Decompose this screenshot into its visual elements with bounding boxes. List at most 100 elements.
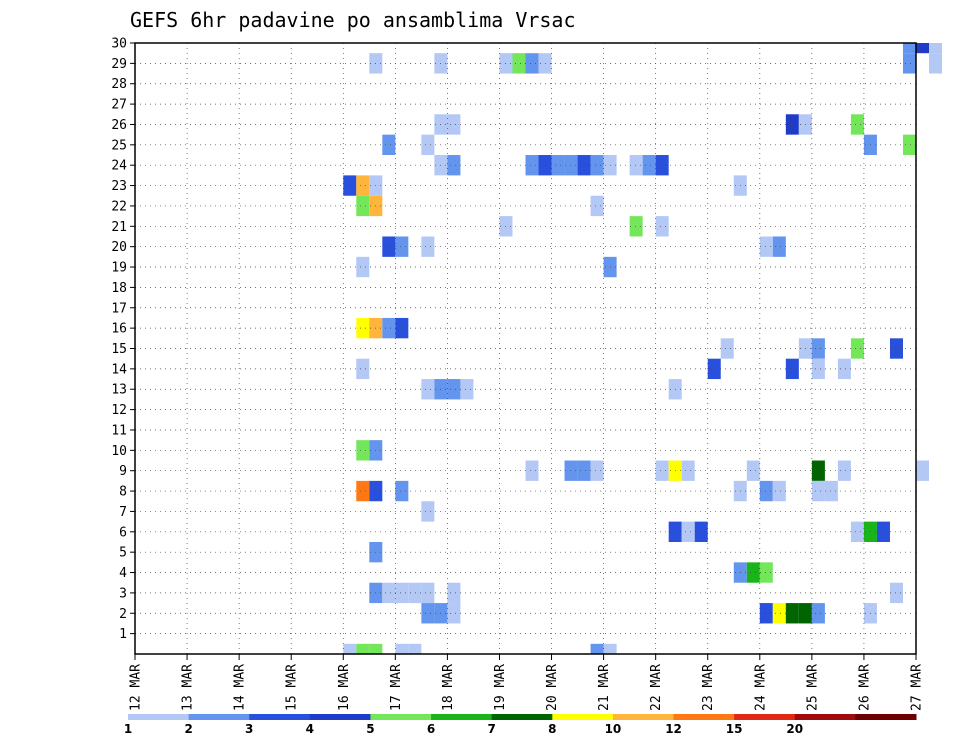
heatmap-cell <box>759 562 773 583</box>
legend-swatch <box>128 714 190 720</box>
y-tick-label: 24 <box>111 159 127 174</box>
heatmap-cell <box>460 379 474 400</box>
y-tick-label: 23 <box>111 179 127 194</box>
heatmap-cell <box>577 155 591 176</box>
y-tick-label: 13 <box>111 383 127 398</box>
heatmap-cell <box>772 603 786 624</box>
heatmap-cell <box>395 480 409 502</box>
legend-label: 2 <box>184 722 192 736</box>
heatmap-cell <box>447 114 461 135</box>
x-tick-label: 17 MAR <box>389 664 404 711</box>
y-tick-label: 11 <box>111 423 127 438</box>
x-tick-label: 13 MAR <box>181 664 196 711</box>
heatmap-cell <box>811 480 825 502</box>
heatmap-cell <box>694 521 708 542</box>
y-tick-label: 18 <box>111 281 127 296</box>
heatmap-cell <box>772 480 786 502</box>
heatmap-cells <box>343 43 943 654</box>
heatmap-cell <box>421 603 435 624</box>
heatmap-cell <box>720 338 734 359</box>
x-tick-label: 25 MAR <box>805 664 820 711</box>
heatmap-cell <box>916 460 930 481</box>
y-tick-label: 26 <box>111 118 127 133</box>
legend-swatch <box>188 714 250 720</box>
x-tick-label: 22 MAR <box>649 664 664 711</box>
y-tick-label: 8 <box>119 485 127 500</box>
heatmap-cell <box>772 236 786 257</box>
x-tick-label: 18 MAR <box>441 664 456 711</box>
legend-swatch <box>431 714 493 720</box>
heatmap-cell <box>590 155 604 176</box>
heatmap-cell <box>421 134 435 156</box>
y-tick-label: 4 <box>119 566 127 581</box>
heatmap-cell <box>356 175 370 196</box>
y-tick-label: 17 <box>111 301 127 316</box>
heatmap-cell <box>564 460 578 481</box>
legend-swatch <box>734 714 796 720</box>
heatmap-cell <box>447 379 461 400</box>
y-tick-label: 16 <box>111 322 127 337</box>
heatmap-cell <box>356 643 370 654</box>
heatmap-cell <box>382 236 396 257</box>
heatmap-cell <box>343 643 357 654</box>
heatmap-cell <box>551 155 565 176</box>
heatmap-cell <box>447 155 461 176</box>
legend-label: 7 <box>488 722 496 736</box>
x-tick-label: 21 MAR <box>597 664 612 711</box>
y-tick-label: 5 <box>119 546 127 561</box>
legend-label: 12 <box>665 722 682 736</box>
heatmap-cell <box>421 501 435 522</box>
heatmap-cell <box>525 460 539 481</box>
heatmap-cell <box>408 582 422 604</box>
legend-swatch <box>673 714 735 720</box>
heatmap-cell <box>850 338 864 359</box>
heatmap-cell <box>356 317 370 339</box>
legend-label: 10 <box>605 722 622 736</box>
heatmap-cell <box>590 195 604 217</box>
heatmap-cell <box>356 440 370 461</box>
y-tick-label: 25 <box>111 138 127 153</box>
heatmap-cell <box>525 155 539 176</box>
y-tick-label: 28 <box>111 77 127 92</box>
x-tick-label: 12 MAR <box>129 664 144 711</box>
x-tick-label: 23 MAR <box>701 664 716 711</box>
heatmap-cell <box>421 236 435 257</box>
heatmap-cell <box>889 338 903 359</box>
heatmap-cell <box>356 256 370 278</box>
legend-swatch <box>794 714 856 720</box>
heatmap-cell <box>655 460 669 481</box>
heatmap-cell <box>395 317 409 339</box>
heatmap-cell <box>655 216 669 237</box>
heatmap-cell <box>824 480 838 502</box>
heatmap-cell <box>395 643 409 654</box>
heatmap-cell <box>811 460 825 481</box>
x-tick-label: 14 MAR <box>233 664 248 711</box>
heatmap-cell <box>629 216 643 237</box>
heatmap-cell <box>382 582 396 604</box>
x-axis: 12 MAR 13 MAR 14 MAR 15 MAR 16 MAR 17 MAR 18 M… <box>129 654 925 711</box>
legend-swatch <box>249 714 311 720</box>
legend-label: 8 <box>548 722 556 736</box>
legend-label: 4 <box>306 722 314 736</box>
heatmap-cell <box>746 460 760 481</box>
x-tick-label: 27 MAR <box>910 664 925 711</box>
heatmap-cell <box>564 155 578 176</box>
heatmap-cell <box>929 53 943 74</box>
heatmap-cell <box>837 358 851 380</box>
legend-swatch <box>309 714 371 720</box>
heatmap-cell <box>929 43 943 54</box>
heatmap-cell <box>681 460 695 481</box>
legend-label: 3 <box>245 722 253 736</box>
x-tick-label: 16 MAR <box>337 664 352 711</box>
heatmap-cell <box>876 521 890 542</box>
heatmap-cell <box>603 643 617 654</box>
heatmap-cell <box>902 43 916 54</box>
heatmap-cell <box>590 460 604 481</box>
heatmap-cell <box>811 338 825 359</box>
y-tick-label: 2 <box>119 607 127 622</box>
heatmap-cell <box>356 480 370 502</box>
heatmap-cell <box>916 43 930 54</box>
heatmap-cell <box>642 155 656 176</box>
y-axis: 1234567891011121314151617181920212223242… <box>111 37 135 642</box>
